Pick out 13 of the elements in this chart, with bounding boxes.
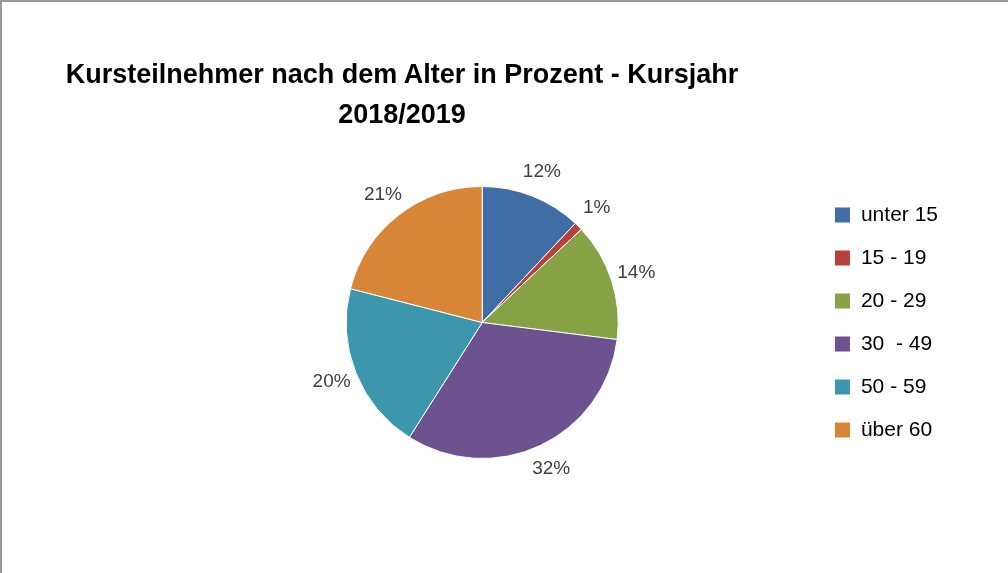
data-label: 14% [617,260,656,282]
data-label: 21% [363,182,403,204]
legend-label: 50 - 59 [860,373,927,397]
data-label: 20% [312,370,351,392]
data-label: 1% [583,196,611,218]
data-label: 12% [522,160,561,182]
legend-label: unter 15 [860,201,938,225]
legend-label: 20 - 29 [860,287,927,311]
data-label: 32% [532,457,571,479]
chart-title: Kursteilnehmer nach dem Alter in Prozent - Kursjahr 2018/2019 [64,58,740,131]
legend-label: 30 - 49 [860,330,933,354]
legend-label: 15 - 19 [860,244,927,268]
legend-label: über 60 [860,416,933,440]
